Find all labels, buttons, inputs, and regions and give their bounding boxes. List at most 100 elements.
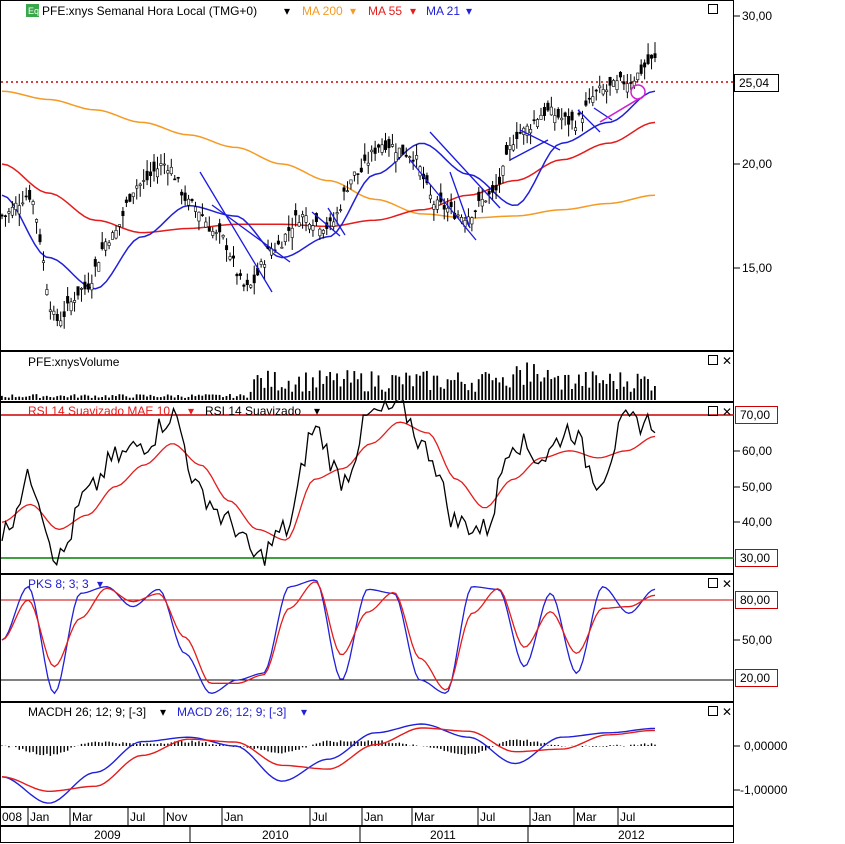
macdh-label[interactable]: MACDH 26; 12; 9; [-3] [28, 705, 146, 719]
volume-bar [291, 391, 294, 400]
rsi-mae-dropdown-icon[interactable]: ▾ [188, 404, 194, 418]
volume-bar [598, 383, 601, 400]
symbol-badge[interactable] [26, 4, 39, 17]
candle-body [166, 170, 170, 174]
volume-bar [63, 395, 65, 400]
macd-dropdown-icon[interactable]: ▾ [301, 705, 307, 719]
month-tick-label: Jul [312, 810, 327, 824]
candle-body [131, 192, 135, 197]
ma21-label[interactable]: MA 21 [426, 4, 460, 18]
trend-channel-line [519, 129, 561, 151]
candle-body [356, 173, 360, 175]
panel-frames [0, 0, 734, 843]
volume-bar [211, 394, 214, 400]
macd-maximize-icon[interactable] [708, 706, 718, 716]
pks-close-icon[interactable]: ✕ [722, 577, 732, 591]
rsi-close-icon[interactable]: ✕ [722, 405, 732, 419]
candle-body [567, 116, 571, 125]
year-tick-label: 2009 [94, 828, 121, 842]
candle-body [276, 240, 280, 245]
candle-body [363, 154, 367, 161]
candle-body [7, 211, 11, 214]
pks-maximize-icon[interactable] [708, 578, 718, 588]
pks-dropdown-icon[interactable]: ▾ [97, 577, 103, 591]
month-tick-label: Jul [130, 810, 145, 824]
ma55-label[interactable]: MA 55 [368, 4, 402, 18]
volume-bar [273, 372, 276, 400]
volume-bar [153, 396, 155, 400]
volume-bar [367, 391, 370, 400]
candle-body [97, 262, 101, 272]
volume-bar [453, 379, 456, 400]
volume-bar [77, 397, 79, 400]
candle-body [574, 127, 578, 131]
volume-bar [577, 374, 580, 400]
ma21-dropdown-icon[interactable]: ▾ [466, 4, 472, 18]
candle-body [69, 301, 73, 312]
candle-body [518, 132, 522, 134]
volume-bar [18, 396, 21, 400]
candle-body [321, 229, 325, 234]
candle-body [200, 214, 204, 216]
candle-body [508, 145, 512, 150]
candle-body [442, 205, 446, 210]
candle-body [380, 144, 384, 153]
candle-body [297, 222, 301, 227]
volume-bar [80, 395, 83, 400]
candle-body [159, 163, 163, 166]
candle-body [59, 320, 63, 327]
candle-body [138, 183, 142, 186]
ma200-label[interactable]: MA 200 [302, 4, 343, 18]
candle-body [176, 177, 180, 179]
price-maximize-icon[interactable] [708, 4, 718, 14]
volume-bar [194, 396, 197, 400]
volume-bar [387, 388, 390, 400]
volume-bar [553, 377, 556, 400]
volume-maximize-icon[interactable] [708, 355, 718, 365]
candle-body [594, 89, 598, 92]
volume-bar [104, 395, 107, 400]
candle-body [487, 190, 491, 195]
candle-body [204, 221, 208, 228]
candle-body [328, 217, 332, 222]
ma55-dropdown-icon[interactable]: ▾ [410, 4, 416, 18]
price-panel-frame [0, 0, 734, 351]
series-ma-55 [1, 121, 656, 234]
candle-body [449, 201, 453, 208]
volume-bar [536, 373, 539, 400]
volume-bar [647, 379, 649, 400]
volume-close-icon[interactable]: ✕ [722, 354, 732, 368]
candle-body [339, 209, 343, 211]
rsi-mae-label[interactable]: RSI 14 Suavizado MAE 10 [28, 404, 170, 418]
volume-bar [491, 380, 494, 400]
month-tick-label: Mar [414, 810, 435, 824]
candle-body [359, 167, 363, 173]
candle-body [349, 179, 353, 185]
candle-body [446, 207, 450, 213]
candle-body [415, 155, 419, 160]
volume-bar [115, 396, 117, 400]
macdh-dropdown-icon[interactable]: ▾ [160, 705, 166, 719]
candle-body [408, 156, 412, 158]
candle-body [149, 171, 153, 176]
volume-bar [14, 397, 17, 400]
volume-bar [239, 394, 242, 400]
rsi-maximize-icon[interactable] [708, 406, 718, 416]
series-ma-21 [1, 90, 656, 290]
price-title-dropdown-icon[interactable]: ▾ [284, 4, 290, 18]
pks-tick-50: 50,00 [742, 633, 772, 647]
volume-bar [311, 377, 314, 400]
candle-body [352, 171, 356, 176]
volume-bar [249, 391, 252, 400]
rsi-dropdown-icon[interactable]: ▾ [314, 404, 320, 418]
year-tick-label: 2011 [430, 828, 456, 842]
pks-label[interactable]: PKS 8; 3; 3 [28, 577, 89, 591]
macd-label[interactable]: MACD 26; 12; 9; [-3] [177, 705, 286, 719]
volume-bar [346, 370, 349, 400]
price-title[interactable]: PFE:xnys Semanal Hora Local (TMG+0) [42, 4, 257, 18]
candle-body [560, 117, 564, 121]
rsi-label[interactable]: RSI 14 Suavizado [205, 404, 301, 418]
ma200-dropdown-icon[interactable]: ▾ [350, 4, 356, 18]
macd-close-icon[interactable]: ✕ [722, 705, 732, 719]
candle-body [79, 287, 83, 290]
